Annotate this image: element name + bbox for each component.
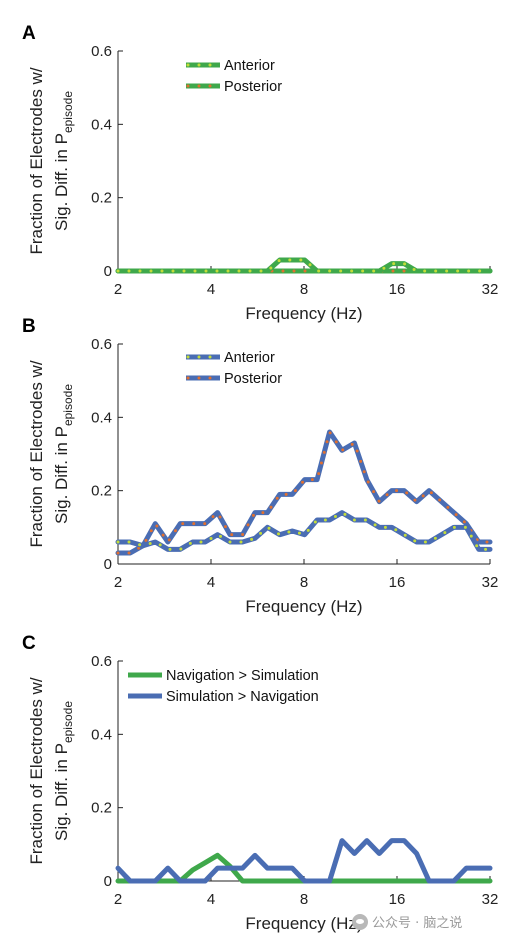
- y-tick-label: 0: [104, 873, 112, 890]
- y-tick-label: 0: [104, 263, 112, 280]
- y-tick-label: 0.6: [91, 336, 112, 353]
- panel-a: A 0 0.2 0.4 0.6 2 4 8 16 32 Frequency (Hz) Fraction…: [22, 23, 498, 323]
- panel-b: B 0 0.2 0.4 0.6 2 4 8 16 32 Frequency (Hz) Fraction…: [22, 316, 498, 616]
- y-tick-label: 0.4: [91, 726, 112, 743]
- y-tick-label: 0: [104, 556, 112, 573]
- x-tick-label: 32: [482, 281, 499, 298]
- x-tick-label: 2: [114, 574, 122, 591]
- legend-label: Simulation > Navigation: [166, 689, 319, 705]
- series-line-simulation-navigation: [115, 838, 493, 884]
- panel-c: C 0 0.2 0.4 0.6 2 4 8 16 32 Frequency (Hz) Fraction…: [22, 633, 498, 933]
- x-tick-label: 8: [300, 574, 308, 591]
- x-axis-label: Frequency (Hz): [245, 914, 362, 933]
- legend-label: Anterior: [224, 58, 275, 74]
- x-tick-label: 32: [482, 574, 499, 591]
- y-tick-label: 0.4: [91, 116, 112, 133]
- series-dots-anterior: [116, 511, 492, 551]
- x-tick-label: 16: [389, 281, 406, 298]
- x-tick-label: 32: [482, 891, 499, 908]
- panel-letter: C: [22, 633, 36, 654]
- panel-letter: B: [22, 316, 36, 337]
- x-tick-label: 16: [389, 891, 406, 908]
- y-axis-label-line1: Fraction of Electrodes w/: [27, 677, 46, 864]
- y-axis-label-main: Sig. Diff. in P: [52, 133, 71, 231]
- y-axis-label-main: Sig. Diff. in P: [52, 743, 71, 841]
- x-tick-label: 2: [114, 891, 122, 908]
- y-tick-label: 0.2: [91, 483, 112, 500]
- legend-label: Navigation > Simulation: [166, 668, 319, 684]
- wechat-icon: [352, 913, 368, 930]
- legend-label: Posterior: [224, 79, 282, 95]
- y-tick-label: 0.6: [91, 653, 112, 670]
- panel-letter: A: [22, 23, 36, 44]
- y-tick-label: 0.2: [91, 190, 112, 207]
- x-tick-label: 4: [207, 891, 215, 908]
- x-tick-label: 4: [207, 574, 215, 591]
- y-axis-label-line1: Fraction of Electrodes w/: [27, 67, 46, 254]
- x-tick-label: 2: [114, 281, 122, 298]
- y-axis-label-subscript: episode: [61, 91, 75, 133]
- x-tick-label: 8: [300, 281, 308, 298]
- watermark-text: 公众号 · 脑之说: [372, 916, 463, 931]
- y-tick-label: 0.2: [91, 800, 112, 817]
- legend-label: Anterior: [224, 350, 275, 366]
- y-axis-label-main: Sig. Diff. in P: [52, 426, 71, 524]
- y-axis-label-line1: Fraction of Electrodes w/: [27, 360, 46, 547]
- y-axis-label-line2: Sig. Diff. in Pepisode: [52, 701, 75, 841]
- y-axis-label-line2: Sig. Diff. in Pepisode: [52, 91, 75, 231]
- x-tick-label: 8: [300, 891, 308, 908]
- legend-label: Posterior: [224, 371, 282, 387]
- series-line-anterior: [115, 257, 493, 274]
- y-axis-label-subscript: episode: [61, 384, 75, 426]
- y-tick-label: 0.4: [91, 409, 112, 426]
- y-axis-label-subscript: episode: [61, 701, 75, 743]
- y-axis-label-line2: Sig. Diff. in Pepisode: [52, 384, 75, 524]
- x-axis-label: Frequency (Hz): [245, 304, 362, 323]
- series-line-posterior: [115, 429, 493, 556]
- x-axis-label: Frequency (Hz): [245, 597, 362, 616]
- x-tick-label: 16: [389, 574, 406, 591]
- watermark: 公众号 · 脑之说: [352, 912, 462, 931]
- x-tick-label: 4: [207, 281, 215, 298]
- y-tick-label: 0.6: [91, 43, 112, 60]
